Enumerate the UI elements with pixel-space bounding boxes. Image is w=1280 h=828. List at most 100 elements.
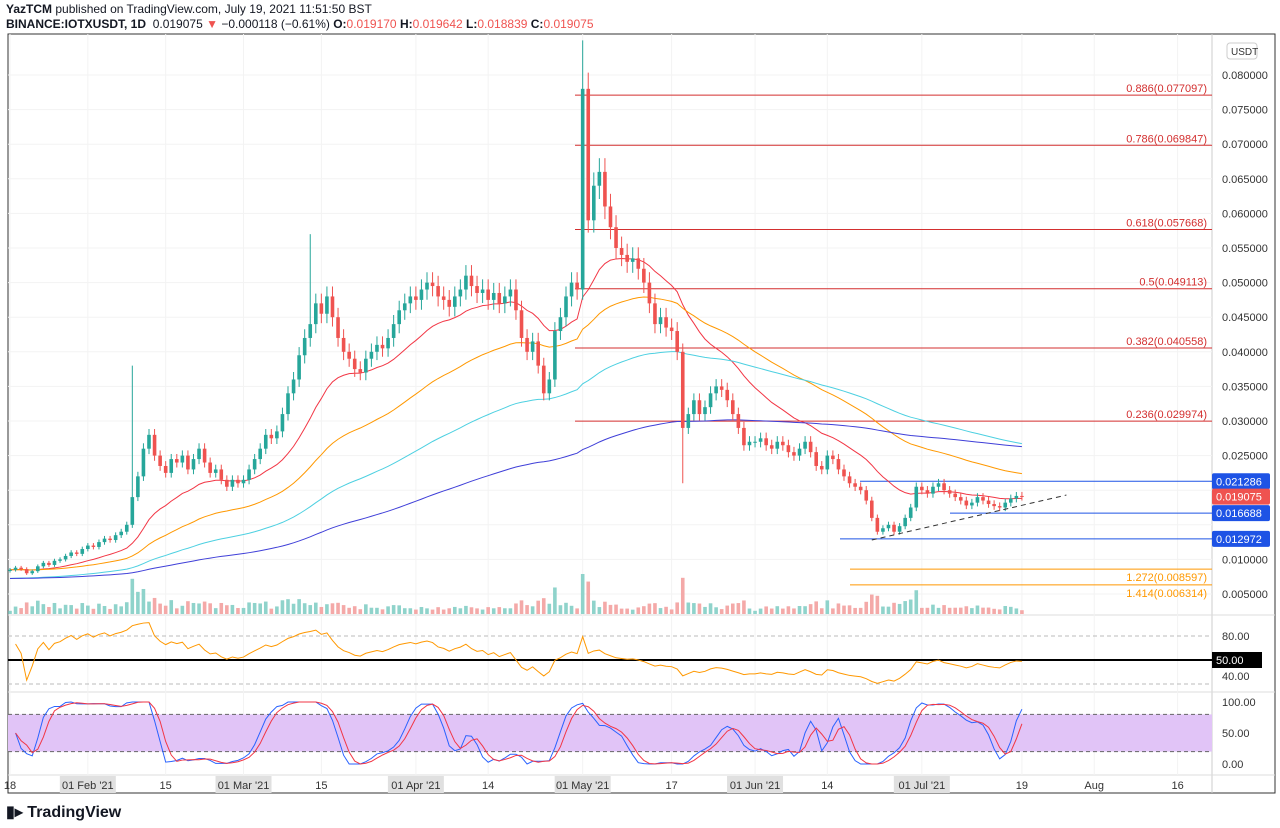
volume-bar (931, 604, 935, 614)
volume-bar (147, 601, 151, 614)
volume-bar (703, 606, 707, 614)
tradingview-logo[interactable]: ▮▸ TradingView (6, 802, 121, 822)
candle-body (992, 504, 996, 507)
volume-bar (486, 607, 490, 614)
candle-body (86, 545, 90, 550)
candle-body (108, 538, 112, 541)
volume-bar (252, 602, 257, 614)
candle-body (625, 254, 629, 262)
volume-bar (708, 603, 713, 614)
fib-extension-label: 1.272(0.008597) (1126, 572, 1207, 584)
author[interactable]: YazTCM (6, 2, 53, 16)
price-label-box (1212, 505, 1270, 522)
publish-line: YazTCM published on TradingView.com, Jul… (6, 2, 372, 16)
ohlc-legend: BINANCE:IOTXUSDT, 1D 0.019075 ▼ −0.00011… (6, 17, 594, 31)
candle-body (708, 393, 713, 408)
candle-body (147, 434, 151, 449)
x-tick-label: 15 (315, 780, 327, 792)
volume-bar (786, 606, 791, 614)
candle-body (580, 88, 585, 290)
candle-body (436, 286, 440, 297)
volume-bar (191, 602, 196, 614)
volume-bar (163, 605, 168, 614)
volume-bar (475, 608, 479, 614)
candle-body (547, 379, 552, 394)
volume-bar (636, 607, 641, 614)
candle-body (97, 542, 101, 547)
tv-logo-icon: ▮▸ (6, 804, 23, 821)
candle-body (1014, 495, 1019, 499)
y-tick-label: 0.045000 (1222, 312, 1268, 324)
volume-bar (664, 606, 668, 614)
volume-bar (503, 608, 507, 614)
volume-bar (608, 604, 613, 614)
volume-bar (903, 601, 907, 614)
volume-bar (175, 608, 179, 614)
candle-body (758, 438, 763, 442)
x-tick-label: 01 Feb '21 (62, 780, 114, 792)
volume-bar (225, 605, 229, 614)
volume-bar (352, 606, 357, 614)
candle-body (136, 476, 140, 498)
volume-bar (981, 607, 985, 614)
volume-bar (141, 588, 146, 614)
candle-body (803, 441, 807, 449)
candle-body (202, 448, 207, 463)
candle-body (308, 324, 313, 338)
candle-body (286, 393, 290, 415)
volume-bar (870, 594, 874, 614)
x-tick-label: Aug (1084, 780, 1104, 792)
candle-body (870, 500, 874, 518)
volume-bar (469, 607, 474, 614)
volume-bar (297, 599, 301, 614)
candle-body (30, 571, 35, 574)
volume-bar (714, 607, 718, 614)
candle-body (925, 490, 930, 494)
candle-body (41, 562, 46, 567)
stoch-tick-label: 50.00 (1222, 728, 1250, 740)
candle-body (530, 341, 535, 352)
volume-bar (425, 608, 429, 614)
candle-body (970, 502, 974, 506)
candle-body (908, 507, 913, 518)
stoch-tick-label: 100.00 (1222, 697, 1256, 709)
trendline (871, 494, 1067, 541)
volume-bar (375, 607, 379, 614)
open-label: O: (333, 17, 347, 31)
volume-bar (764, 606, 768, 614)
candle-body (514, 289, 518, 311)
volume-bar (719, 609, 724, 614)
stoch-band (8, 714, 1212, 752)
candle-body (275, 431, 279, 439)
volume-bar (742, 600, 746, 614)
volume-bar (992, 608, 996, 614)
volume-bar (747, 608, 752, 614)
volume-bar (197, 603, 201, 614)
candle-body (986, 500, 991, 505)
candle-body (408, 296, 413, 304)
volume-bar (781, 608, 785, 614)
volume-bar (680, 577, 685, 614)
candle-body (786, 445, 791, 453)
volume-bar (808, 604, 813, 614)
volume-bar (630, 609, 635, 614)
candle-body (336, 317, 340, 338)
low-label: L: (466, 17, 478, 31)
candle-body (180, 455, 185, 463)
volume-bar (986, 607, 991, 614)
fib-label: 0.236(0.029974) (1126, 409, 1207, 421)
candle-body (252, 459, 257, 470)
candle-body (208, 462, 212, 473)
volume-bar (669, 609, 674, 614)
volume-bar (447, 608, 452, 614)
down-arrow-icon: ▼ (206, 17, 218, 31)
candle-body (213, 469, 218, 473)
volume-bar (619, 608, 624, 614)
volume-bar (202, 601, 207, 614)
volume-bar (525, 605, 529, 614)
volume-bar (575, 608, 579, 614)
x-tick-highlight (215, 776, 272, 793)
currency-badge-text: USDT (1231, 47, 1258, 58)
